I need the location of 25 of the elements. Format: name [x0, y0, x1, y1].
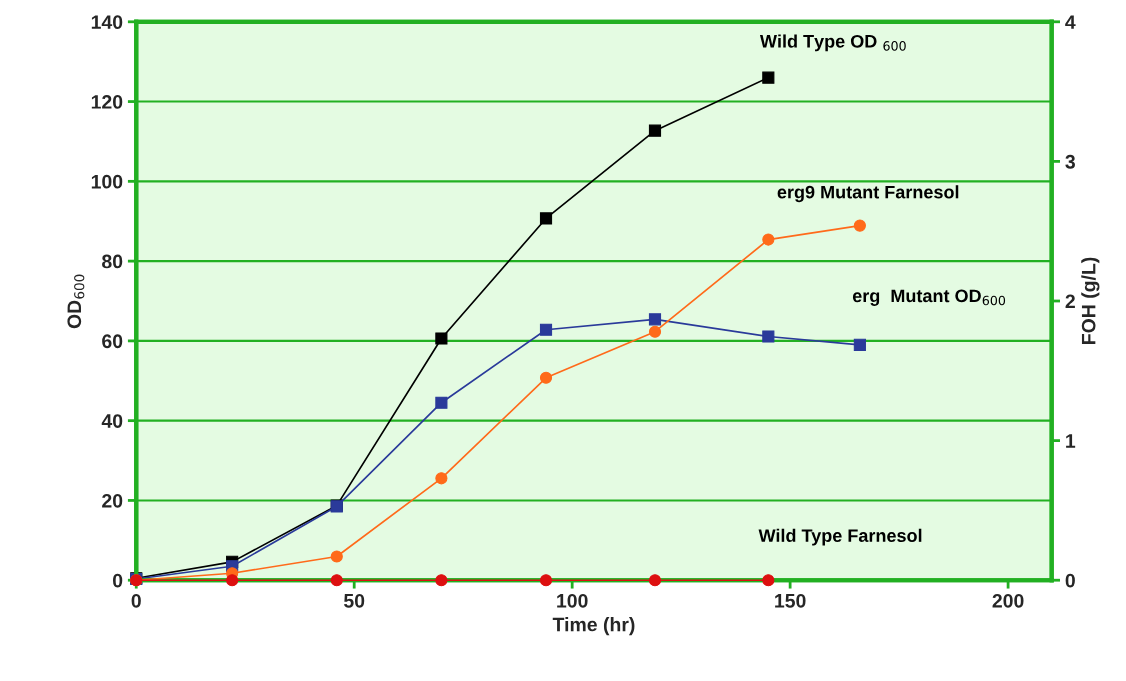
- y-tick-label: 20: [102, 493, 123, 508]
- y-axis-title: OD$_{600}$: [67, 274, 85, 329]
- y2-tick-label: 2: [1065, 294, 1075, 309]
- x-tick-label: 150: [775, 593, 806, 608]
- series-label: Wild Type Farnesol: [758, 528, 922, 546]
- x-tick-label: 100: [557, 593, 588, 608]
- series-label: erg9 Mutant Farnesol: [777, 185, 959, 203]
- series-label: Wild Type OD $_{600}$: [759, 34, 906, 52]
- y2-tick-label: 0: [1065, 573, 1075, 588]
- x-tick-label: 0: [131, 593, 141, 608]
- y2-axis-title: FOH (g/L): [1081, 257, 1100, 344]
- x-tick-label: 200: [992, 593, 1024, 608]
- y2-tick-label: 3: [1065, 154, 1075, 169]
- y-tick-label: 60: [102, 334, 123, 349]
- y-tick-label: 40: [101, 414, 123, 428]
- series-label: erg Mutant OD$_{600}$: [852, 289, 1006, 306]
- y2-tick-label: 1: [1066, 434, 1076, 448]
- y2-tick-label: 4: [1065, 15, 1076, 29]
- y-tick-label: 140: [91, 15, 123, 30]
- y-tick-label: 80: [102, 254, 123, 269]
- y-tick-label: 120: [91, 95, 123, 109]
- y-tick-label: 100: [91, 174, 123, 189]
- x-tick-label: 50: [343, 593, 365, 608]
- y-tick-label: 0: [113, 573, 123, 588]
- x-axis-title: Time (hr): [552, 617, 635, 636]
